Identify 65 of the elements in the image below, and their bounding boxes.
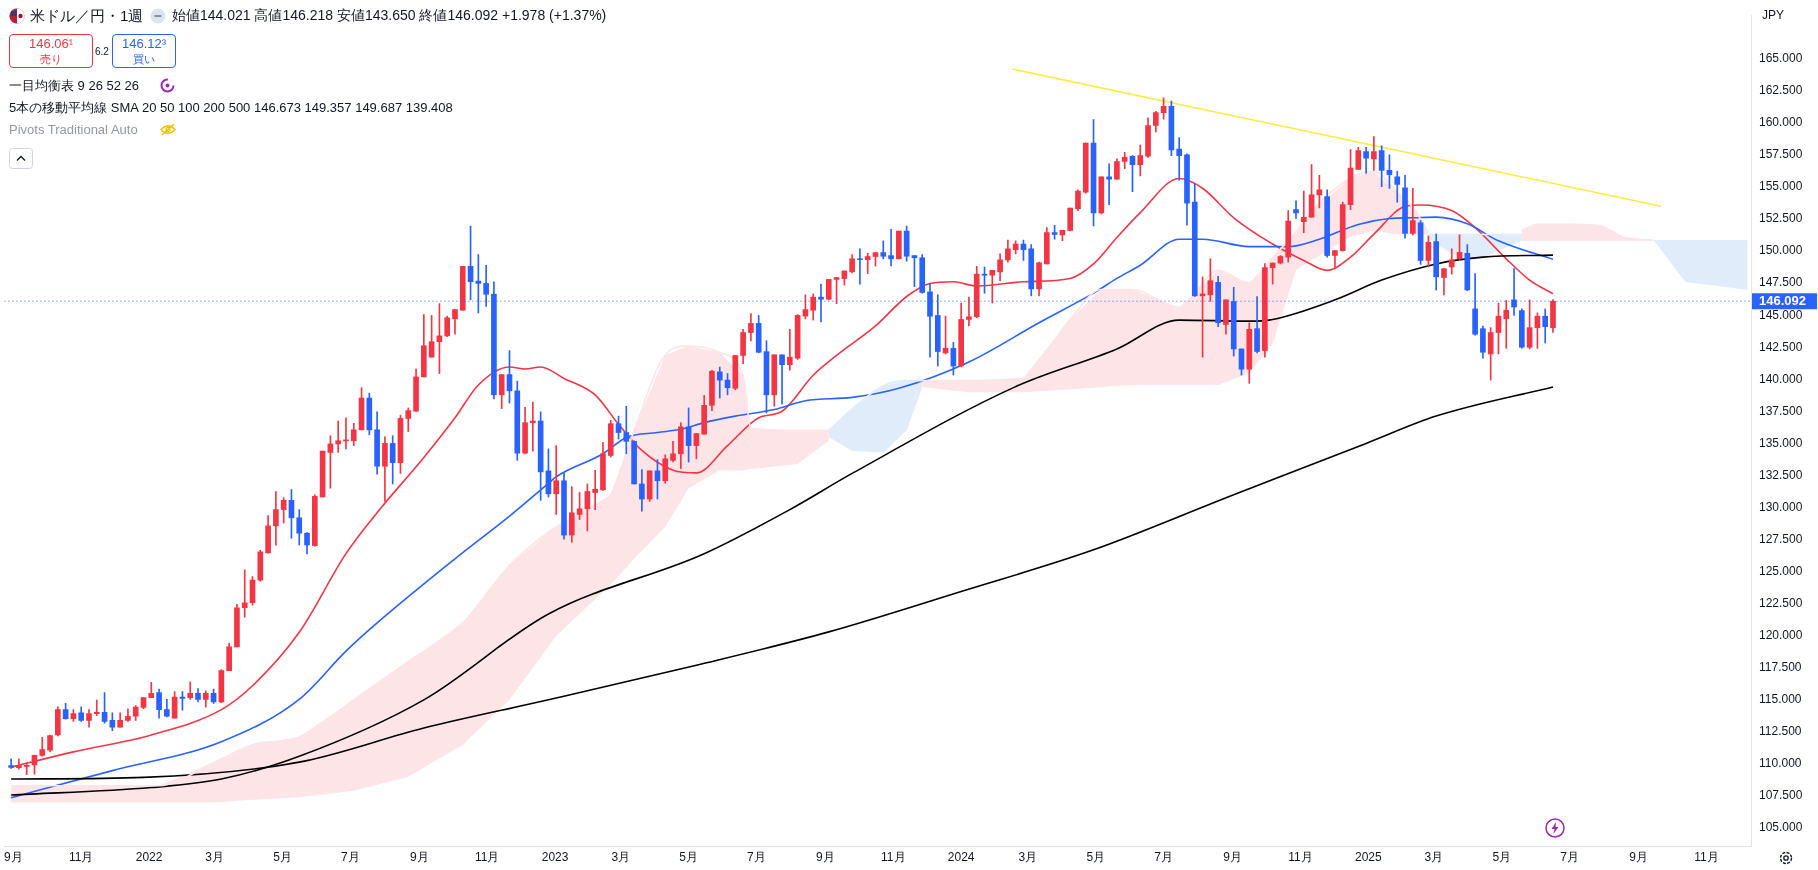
y-tick-label: 137.500: [1759, 403, 1803, 418]
x-tick-label: 9月: [816, 849, 835, 864]
annotation: 146.06¹: [27, 36, 75, 51]
y-tick-label: 110.000: [1759, 756, 1802, 771]
x-tick-label: 2022: [135, 849, 163, 864]
x-tick-label: 5月: [1086, 849, 1106, 864]
x-tick-label: 11月: [1694, 849, 1719, 864]
x-tick-label: 11月: [1288, 849, 1313, 864]
y-tick-label: 145.000: [1759, 307, 1803, 322]
x-tick-label: 11月: [475, 849, 500, 864]
x-tick-label: 7月: [747, 849, 766, 864]
annotation: 一目均衡表 9 26 52 26: [9, 78, 140, 93]
x-tick-label: 9月: [1629, 849, 1648, 864]
x-tick-label: 11月: [68, 849, 94, 864]
x-tick-label: 5月: [1492, 849, 1512, 864]
y-tick-label: 125.000: [1759, 563, 1803, 578]
y-tick-label: 127.500: [1759, 531, 1803, 546]
candlestick: [896, 230, 902, 260]
annotation: 始値144.021 高値146.218 安値143.650 終値146.092 +1.978 (+1.37%): [172, 7, 607, 23]
y-tick-label: 130.000: [1759, 499, 1803, 514]
y-tick-label: 107.500: [1759, 788, 1803, 803]
x-tick-label: 3月: [1018, 849, 1038, 864]
y-tick-label: 152.500: [1759, 211, 1803, 226]
x-tick-label: 7月: [1560, 849, 1580, 864]
y-tick-label: 147.500: [1759, 275, 1803, 290]
annotation: 売り: [39, 52, 63, 67]
annotation: 買い: [132, 52, 156, 67]
annotation: 146.12³: [120, 36, 168, 51]
x-tick-label: 2023: [541, 849, 569, 864]
y-tick-label: 160.000: [1759, 115, 1803, 130]
y-tick-label: 120.000: [1759, 628, 1803, 643]
ref-line-label: 146.092: [1759, 292, 1806, 308]
x-tick-label: 7月: [1154, 849, 1173, 864]
y-tick-label: 112.500: [1759, 724, 1802, 739]
annotation: 5本の移動平均線 SMA 20 50 100 200 500 146.673 149.357 149.687 139.408: [9, 100, 453, 115]
y-tick-label: 157.500: [1759, 147, 1803, 162]
y-axis-title: JPY: [1762, 8, 1785, 22]
y-tick-label: 165.000: [1759, 51, 1803, 66]
x-tick-label: 3月: [205, 849, 225, 864]
x-tick-label: 2025: [1354, 849, 1382, 864]
y-tick-label: 150.000: [1759, 243, 1803, 258]
x-tick-label: 9月: [410, 849, 429, 864]
x-tick-label: 7月: [341, 849, 360, 864]
x-tick-label: 9月: [1223, 849, 1242, 864]
annotation: Pivots Traditional Auto: [9, 122, 138, 137]
y-tick-label: 155.000: [1759, 179, 1803, 194]
y-tick-label: 115.000: [1759, 692, 1802, 707]
x-tick-label: 5月: [273, 849, 292, 864]
y-tick-label: 122.500: [1759, 596, 1803, 610]
x-tick-label: 11月: [881, 849, 906, 864]
x-tick-label: 2024: [947, 849, 975, 864]
y-tick-label: 117.500: [1759, 660, 1802, 675]
x-tick-label: 3月: [1424, 849, 1444, 864]
y-tick-label: 105.000: [1759, 820, 1803, 835]
y-tick-label: 140.000: [1759, 371, 1803, 386]
x-tick-label: 3月: [611, 849, 631, 864]
candlestick: [459, 266, 466, 311]
y-tick-label: 132.500: [1759, 467, 1803, 482]
x-tick-label: 9月: [3, 849, 23, 864]
annotation: 6.2: [95, 45, 109, 59]
y-tick-label: 135.000: [1759, 435, 1803, 450]
y-tick-label: 142.500: [1759, 339, 1803, 354]
chart-title: 米ドル／円・1週: [30, 7, 144, 26]
y-tick-label: 162.500: [1759, 83, 1803, 98]
x-tick-label: 5月: [679, 849, 698, 864]
